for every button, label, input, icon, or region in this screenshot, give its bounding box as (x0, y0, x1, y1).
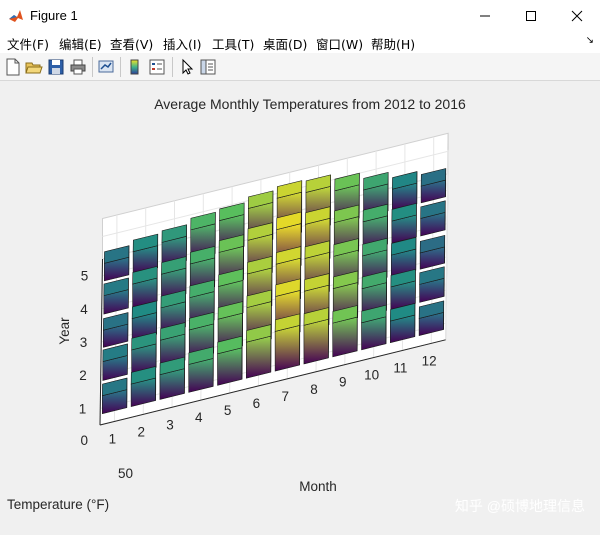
bar-month-2-year-1 (131, 366, 156, 406)
x-tick-label: 12 (422, 353, 437, 368)
print-icon[interactable] (69, 58, 87, 76)
toolbar-separator (172, 57, 173, 77)
bar3-chart: Average Monthly Temperatures from 2012 t… (0, 81, 600, 530)
x-tick-label: 3 (166, 417, 174, 432)
figure-canvas[interactable]: Average Monthly Temperatures from 2012 t… (0, 81, 600, 530)
close-icon (571, 10, 583, 22)
bar-month-11-year-2 (391, 269, 416, 309)
window-title-bar: Figure 1 (0, 0, 600, 31)
menu-view[interactable]: 查看(V) (110, 34, 153, 53)
bar-month-8-year-1 (304, 308, 329, 364)
property-inspector-icon[interactable] (199, 58, 217, 76)
toolbar-separator (120, 57, 121, 77)
x-tick-label: 11 (393, 360, 407, 375)
toolbar-separator (92, 57, 93, 77)
x-tick-label: 5 (224, 403, 232, 418)
bar-month-9-year-1 (333, 305, 358, 356)
bar-month-10-year-1 (362, 305, 387, 350)
maximize-button[interactable] (508, 0, 554, 31)
x-tick-label: 8 (310, 382, 318, 397)
new-figure-icon[interactable] (4, 58, 22, 76)
save-icon[interactable] (47, 58, 65, 76)
bar-month-12-year-3 (420, 235, 445, 269)
y-tick-label: 1 (79, 401, 87, 416)
menu-bar: 文件(F) 编辑(E) 查看(V) 插入(I) 工具(T) 桌面(D) 窗口(W… (0, 31, 600, 53)
x-tick-label: 4 (195, 410, 203, 425)
bar-month-1-year-3 (103, 313, 128, 348)
menu-edit[interactable]: 编辑(E) (59, 34, 102, 53)
bar-month-1-year-2 (103, 344, 128, 381)
menu-insert[interactable]: 插入(I) (163, 34, 201, 53)
x-tick-label: 1 (109, 431, 117, 446)
bar-month-12-year-5 (421, 168, 446, 202)
bar-month-1-year-5 (104, 246, 129, 281)
insert-legend-icon[interactable] (148, 58, 166, 76)
z-tick-label: 0 (80, 433, 88, 448)
bar-month-7-year-1 (275, 314, 300, 371)
menu-dock-arrow-icon[interactable]: ↘ (586, 35, 594, 46)
figure-toolbar (0, 53, 600, 81)
bar-month-12-year-1 (419, 301, 444, 336)
close-button[interactable] (554, 0, 600, 31)
minimize-button[interactable] (462, 0, 508, 31)
y-tick-label: 5 (81, 269, 89, 284)
x-tick-label: 9 (339, 375, 347, 390)
menu-desktop[interactable]: 桌面(D) (263, 34, 307, 53)
menu-window[interactable]: 窗口(W) (316, 34, 363, 53)
z-tick-label: 50 (118, 466, 133, 481)
link-plot-icon[interactable] (97, 58, 115, 76)
y-axis-label: Year (57, 317, 72, 345)
bar-month-11-year-4 (392, 203, 417, 243)
bar-month-1-year-1 (102, 378, 127, 414)
maximize-icon (525, 10, 537, 22)
z-axis-label: Temperature (°F) (7, 497, 109, 512)
menu-tools[interactable]: 工具(T) (212, 34, 254, 53)
bar-month-4-year-1 (189, 347, 214, 393)
bar-month-3-year-1 (160, 357, 185, 399)
select-pointer-icon[interactable] (178, 58, 196, 76)
bar-month-5-year-1 (218, 336, 243, 385)
y-tick-label: 2 (79, 368, 87, 383)
bar-month-12-year-4 (421, 201, 446, 236)
menu-file[interactable]: 文件(F) (7, 34, 49, 53)
y-tick-label: 3 (80, 335, 88, 350)
open-file-icon[interactable] (25, 58, 43, 76)
insert-colorbar-icon[interactable] (126, 58, 144, 76)
bar-front-face (333, 317, 357, 357)
window-title: Figure 1 (30, 8, 78, 23)
bar-month-6-year-1 (246, 325, 271, 379)
x-axis-label: Month (299, 479, 337, 494)
x-tick-label: 2 (137, 424, 145, 439)
bar-month-11-year-1 (390, 303, 415, 342)
watermark-text: 知乎 @硕博地理信息 (455, 498, 585, 514)
bar-month-2-year-4 (133, 266, 158, 307)
minimize-icon (479, 10, 491, 22)
menu-help[interactable]: 帮助(H) (371, 34, 415, 53)
x-tick-label: 10 (364, 368, 379, 383)
bar-month-12-year-2 (420, 267, 445, 303)
x-tick-label: 7 (281, 389, 289, 404)
bar-front-face (304, 319, 328, 364)
bar-front-face (275, 325, 299, 371)
x-tick-label: 6 (253, 396, 261, 411)
bar-front-face (218, 348, 242, 386)
y-tick-label: 4 (80, 302, 88, 317)
bar-month-1-year-4 (104, 278, 129, 314)
bar-front-face (246, 336, 270, 378)
matlab-logo-icon (8, 8, 24, 24)
chart-title: Average Monthly Temperatures from 2012 t… (154, 96, 466, 112)
